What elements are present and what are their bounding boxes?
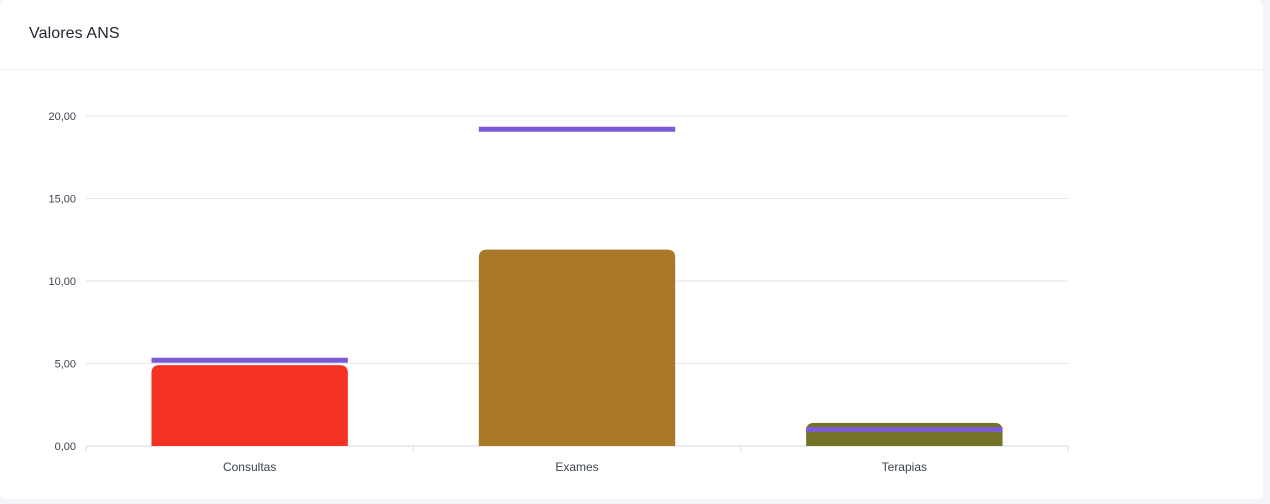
axes — [85, 445, 1069, 452]
card-title: Valores ANS — [29, 25, 120, 42]
bar-consultas — [151, 365, 348, 446]
x-tick-label: Terapias — [882, 460, 927, 474]
bar-chart: 0,00 5,00 10,00 15,00 20,00 Consultas Exames Te… — [48, 111, 1069, 474]
target-lines — [151, 126, 1003, 432]
y-tick-label: 10,00 — [48, 276, 76, 288]
x-tick-label: Consultas — [223, 460, 276, 474]
bar-terapias — [806, 422, 1003, 446]
y-tick-label: 0,00 — [55, 441, 76, 453]
chart-area: 0,00 5,00 10,00 15,00 20,00 Consultas Exames Te… — [0, 70, 1263, 499]
y-tick-label: 5,00 — [55, 359, 76, 371]
y-tick-label: 15,00 — [48, 194, 76, 206]
bar-exames — [478, 249, 676, 446]
x-tick-label: Exames — [555, 460, 598, 474]
bars — [151, 249, 1003, 446]
card-header: Valores ANS — [0, 0, 1263, 70]
y-tick-label: 20,00 — [48, 111, 76, 123]
axis-labels: 0,00 5,00 10,00 15,00 20,00 Consultas Exames Te… — [48, 111, 927, 474]
